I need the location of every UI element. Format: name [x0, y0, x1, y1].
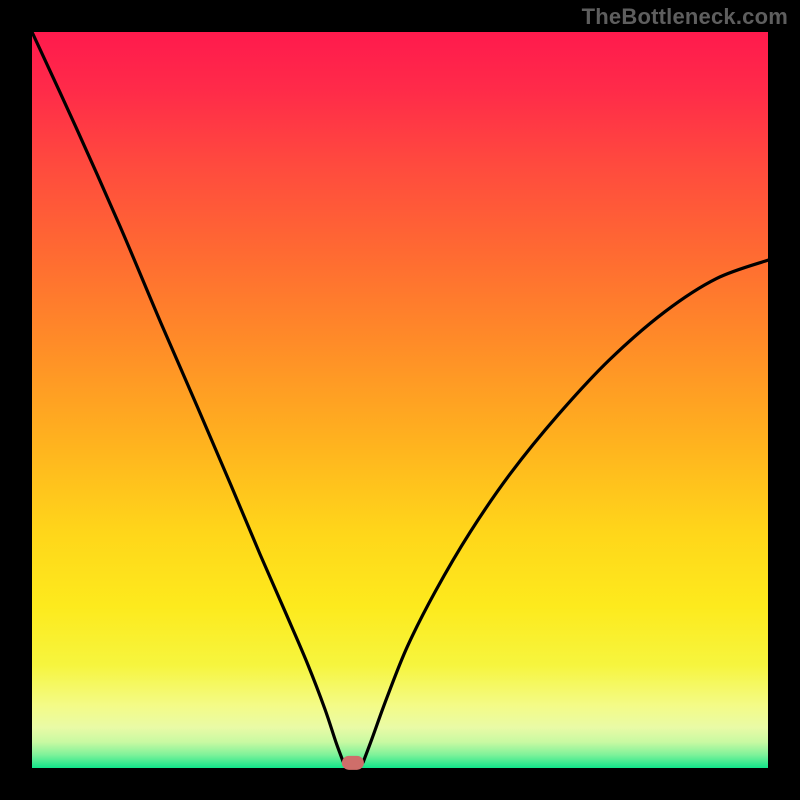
plot-background: [32, 32, 768, 768]
bottleneck-chart-svg: [0, 0, 800, 800]
watermark-text: TheBottleneck.com: [582, 4, 788, 30]
optimum-marker: [342, 756, 364, 770]
chart-container: TheBottleneck.com: [0, 0, 800, 800]
